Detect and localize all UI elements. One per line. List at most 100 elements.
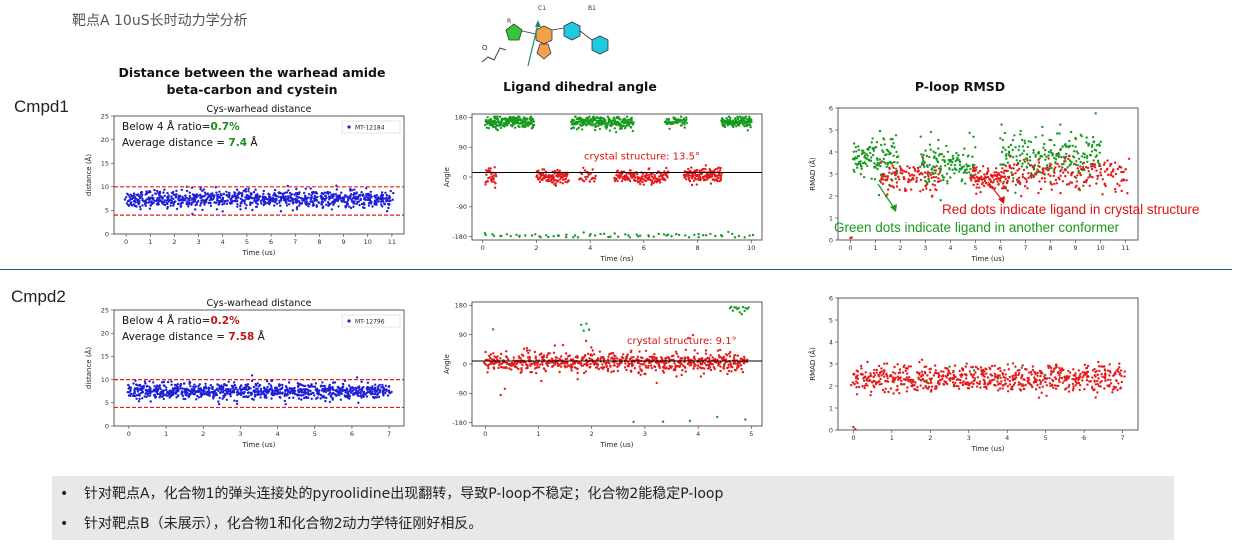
data-point [485, 363, 488, 366]
data-point [1043, 180, 1047, 183]
data-point [375, 396, 379, 399]
x-tick-label: 5 [973, 244, 977, 252]
data-point [149, 190, 152, 194]
data-point [360, 380, 363, 383]
data-point [728, 355, 732, 358]
x-tick-label: 2 [201, 430, 205, 438]
data-point [739, 363, 742, 367]
data-point [962, 165, 966, 168]
data-point [284, 403, 287, 406]
data-point [557, 179, 560, 182]
x-tick-label: 10 [747, 244, 755, 252]
data-point [343, 194, 347, 197]
data-point [655, 381, 658, 385]
data-point [586, 363, 589, 367]
data-point [729, 350, 732, 354]
data-point [540, 355, 544, 359]
data-point [710, 175, 714, 178]
data-point [128, 196, 131, 199]
data-point [1079, 165, 1082, 168]
data-point [1004, 187, 1008, 190]
data-point [737, 306, 740, 310]
data-point [975, 175, 978, 179]
data-point [602, 366, 606, 369]
data-point [243, 202, 246, 205]
data-point [1126, 192, 1129, 195]
data-point [285, 204, 289, 207]
data-point [278, 201, 281, 204]
data-point [307, 389, 310, 392]
data-point [541, 358, 544, 361]
data-point [537, 169, 540, 172]
data-point [1055, 152, 1058, 156]
data-point [880, 178, 883, 181]
data-point [365, 395, 369, 398]
data-point [218, 203, 221, 206]
data-point [591, 349, 594, 352]
data-point [381, 205, 384, 208]
data-point [249, 391, 252, 394]
data-point [164, 393, 167, 397]
x-tick-label: 7 [1121, 434, 1125, 442]
data-point [1016, 162, 1020, 166]
data-point [642, 363, 645, 366]
data-point [512, 356, 515, 359]
data-point [1087, 170, 1090, 173]
data-point [552, 351, 556, 354]
data-point [1085, 136, 1088, 139]
data-point [638, 350, 641, 353]
data-point [852, 168, 855, 172]
data-point [190, 198, 194, 201]
data-point [141, 199, 144, 202]
data-point [243, 391, 246, 394]
data-point [359, 390, 363, 393]
data-point [134, 197, 137, 200]
data-point [740, 367, 743, 371]
data-point [382, 394, 385, 397]
x-tick-label: 0 [851, 434, 855, 442]
data-point [526, 117, 529, 120]
data-point [1057, 155, 1060, 159]
data-point [175, 193, 178, 196]
data-point [999, 163, 1002, 166]
data-point [927, 178, 930, 181]
data-point [373, 199, 377, 202]
data-point [585, 361, 589, 364]
data-point [1003, 175, 1007, 178]
data-point [970, 179, 973, 182]
data-point [609, 365, 612, 368]
data-point [390, 390, 393, 394]
x-tick-label: 8 [1048, 244, 1052, 252]
data-point [545, 234, 548, 237]
data-point [250, 193, 253, 196]
data-point [185, 196, 189, 200]
x-axis-label: Time (us) [242, 249, 276, 257]
data-point [1086, 154, 1089, 158]
data-point [971, 155, 974, 158]
x-tick-label: 6 [350, 430, 354, 438]
data-point [560, 355, 563, 358]
data-point [528, 355, 531, 359]
data-point [576, 371, 579, 375]
data-point [1052, 169, 1056, 173]
x-tick-label: 11 [1121, 244, 1129, 252]
data-point [1063, 160, 1066, 163]
data-point [354, 198, 358, 201]
data-point [661, 369, 665, 372]
data-point [163, 188, 166, 191]
data-point [657, 364, 660, 367]
data-point [945, 172, 949, 175]
data-point [199, 204, 202, 207]
data-point [1106, 167, 1109, 171]
data-point [919, 190, 922, 193]
data-point [741, 370, 745, 374]
data-point [687, 236, 691, 239]
data-point [204, 193, 207, 196]
data-point [718, 173, 721, 177]
data-point [484, 350, 487, 354]
data-point [548, 352, 551, 355]
data-point [874, 145, 878, 149]
data-point [260, 202, 263, 205]
data-point [363, 203, 366, 206]
data-point [1014, 146, 1017, 149]
